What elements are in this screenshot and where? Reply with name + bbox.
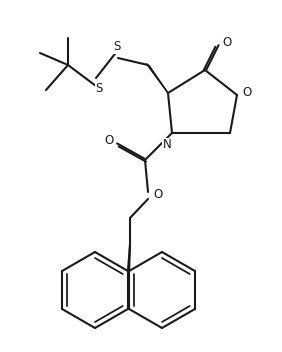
Text: N: N xyxy=(163,138,171,151)
Text: O: O xyxy=(222,37,232,50)
Text: O: O xyxy=(242,87,252,100)
Text: O: O xyxy=(104,133,114,146)
Text: S: S xyxy=(95,82,103,95)
Text: O: O xyxy=(153,188,163,201)
Polygon shape xyxy=(146,64,168,93)
Text: S: S xyxy=(113,40,121,54)
